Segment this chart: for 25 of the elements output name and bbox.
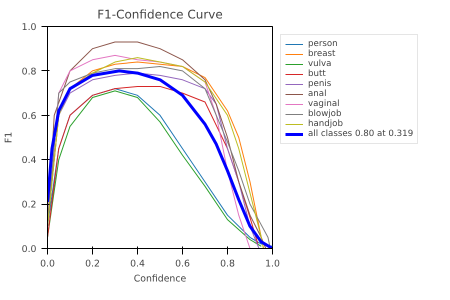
legend-label: all classes 0.80 at 0.319: [308, 129, 414, 139]
y-tick-label: 0.8: [22, 66, 37, 78]
x-axis-title: Confidence: [134, 274, 186, 284]
legend-label: person: [308, 39, 338, 49]
legend-label: blowjob: [308, 109, 342, 119]
legend-label: anal: [308, 89, 328, 99]
y-tick-label: 0.0: [22, 244, 37, 255]
legend-label: penis: [308, 79, 332, 89]
y-tick-label: 0.2: [22, 200, 37, 211]
y-tick-label: 1.0: [22, 22, 37, 33]
legend-label: vaginal: [308, 99, 340, 109]
x-tick-label: 0.6: [175, 258, 190, 270]
x-tick-label: 0.2: [85, 258, 100, 270]
chart-title: F1-Confidence Curve: [97, 8, 223, 22]
x-tick-label: 1.0: [265, 258, 280, 270]
legend-label: butt: [308, 69, 327, 79]
x-tick-label: 0.0: [40, 258, 55, 270]
y-axis-title: F1: [4, 132, 15, 144]
y-tick-label: 0.4: [22, 155, 37, 166]
legend-label: vulva: [308, 59, 332, 69]
x-tick-label: 0.4: [130, 258, 145, 270]
legend-label: handjob: [308, 119, 343, 129]
legend-label: breast: [308, 49, 336, 59]
x-tick-label: 0.8: [220, 258, 235, 270]
y-tick-label: 0.6: [22, 110, 37, 122]
